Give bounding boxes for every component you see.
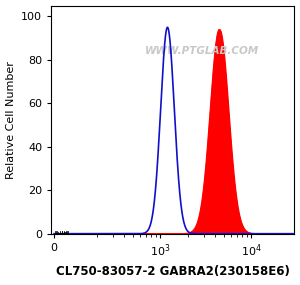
Text: WWW.PTGLAB.COM: WWW.PTGLAB.COM (145, 46, 259, 56)
X-axis label: CL750-83057-2 GABRA2(230158E6): CL750-83057-2 GABRA2(230158E6) (56, 265, 290, 278)
Y-axis label: Relative Cell Number: Relative Cell Number (6, 61, 16, 179)
